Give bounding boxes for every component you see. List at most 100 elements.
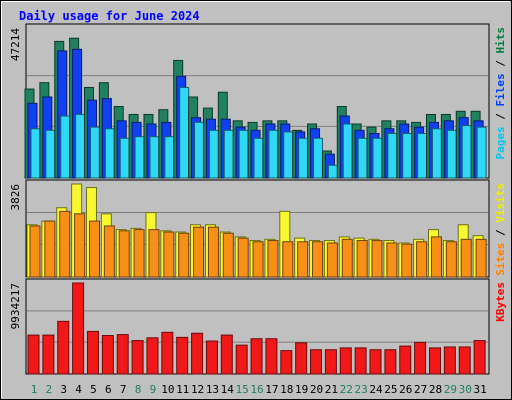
day-tick-label: 7: [120, 383, 127, 396]
kbytes-bar: [86, 330, 99, 375]
day-tick-label: 10: [161, 383, 174, 396]
kbytes-bar: [414, 341, 427, 375]
day-tick-label: 27: [414, 383, 427, 396]
sites-bar: [341, 238, 353, 278]
kbytes-bar: [324, 349, 337, 375]
sites-bar: [103, 225, 115, 278]
sites-bar: [88, 220, 100, 278]
sites-bar: [59, 210, 71, 278]
kbytes-bar: [131, 340, 144, 375]
pages-bar: [60, 115, 71, 179]
day-tick-label: 31: [473, 383, 486, 396]
day-tick-label: 1: [31, 383, 38, 396]
pages-bar: [179, 86, 190, 179]
kbytes-bar: [235, 344, 248, 375]
kbytes-bar: [280, 350, 293, 375]
sites-bar: [133, 229, 145, 278]
day-tick-label: 23: [355, 383, 368, 396]
hits-files-pages-panel: 47214 Pages / Files / Hits: [9, 23, 507, 179]
day-tick-label: 29: [444, 383, 457, 396]
sites-bar: [297, 241, 309, 278]
kbytes-bar: [27, 334, 40, 375]
day-tick-label: 25: [384, 383, 397, 396]
day-tick-label: 21: [325, 383, 338, 396]
kbytes-bar: [265, 338, 278, 375]
sites-bar: [460, 238, 472, 278]
day-tick-label: 11: [176, 383, 189, 396]
pages-bar: [402, 133, 413, 179]
pages-bar: [30, 128, 41, 179]
kbytes-bar: [443, 346, 456, 375]
day-tick-label: 5: [90, 383, 97, 396]
y-max-label: 9934217: [9, 283, 22, 329]
day-tick-label: 9: [150, 383, 157, 396]
pages-bar: [283, 131, 294, 179]
day-tick-label: 14: [221, 383, 235, 396]
day-tick-label: 6: [105, 383, 112, 396]
sites-bar: [163, 231, 175, 278]
sites-bar: [207, 226, 219, 278]
kbytes-bar: [384, 349, 397, 375]
visits-sites-panel: 3826 Sites / Visits: [9, 179, 507, 278]
day-tick-label: 22: [340, 383, 353, 396]
sites-bar: [44, 220, 56, 278]
sites-bar: [193, 226, 205, 278]
kbytes-bar: [101, 335, 114, 375]
y-max-label: 3826: [9, 184, 22, 211]
day-tick-label: 8: [135, 383, 142, 396]
kbytes-bar: [399, 345, 412, 375]
pages-bar: [461, 125, 472, 179]
kbytes-bar: [295, 342, 308, 375]
day-tick-label: 12: [191, 383, 204, 396]
kbytes-bar: [42, 334, 55, 375]
pages-bar: [372, 137, 383, 179]
pages-bar: [417, 133, 428, 179]
sites-bar: [29, 225, 41, 278]
pages-bar: [208, 129, 219, 179]
sites-bar: [356, 240, 368, 278]
day-tick-label: 13: [206, 383, 219, 396]
pages-bar: [45, 129, 56, 179]
day-tick-label: 18: [280, 383, 293, 396]
day-tick-label: 17: [265, 383, 278, 396]
kbytes-panel: 9934217 KBytes: [9, 278, 507, 375]
kbytes-bar: [428, 347, 441, 375]
day-tick-label: 19: [295, 383, 308, 396]
pages-bar: [75, 113, 86, 179]
kbytes-bar: [72, 282, 85, 375]
kbytes-bar: [205, 340, 218, 375]
day-tick-label: 16: [250, 383, 263, 396]
pages-bar: [119, 137, 130, 179]
sites-bar: [118, 230, 130, 278]
series-legend-label: Pages / Files / Hits: [494, 27, 507, 160]
series-legend-label: Sites / Visits: [494, 183, 507, 276]
pages-bar: [357, 137, 368, 179]
day-tick-label: 28: [429, 383, 442, 396]
kbytes-bar: [339, 347, 352, 375]
kbytes-bar: [176, 336, 189, 375]
pages-bar: [253, 137, 264, 179]
kbytes-bar: [161, 331, 174, 375]
day-tick-label: 2: [46, 383, 53, 396]
day-tick-label: 20: [310, 383, 323, 396]
pages-bar: [342, 123, 353, 179]
kbytes-bar: [220, 334, 233, 375]
kbytes-bar: [191, 332, 204, 375]
pages-bar: [313, 137, 324, 179]
kbytes-bar: [458, 346, 471, 375]
day-tick-label: 4: [75, 383, 82, 396]
series-legend-label: KBytes: [494, 282, 507, 322]
sites-bar: [430, 236, 442, 278]
kbytes-bar: [354, 347, 367, 375]
sites-bar: [267, 240, 279, 278]
pages-bar: [104, 128, 115, 179]
day-tick-label: 26: [399, 383, 412, 396]
pages-bar: [149, 136, 160, 179]
chart-title: Daily usage for June 2024: [19, 9, 200, 23]
kbytes-bar: [146, 337, 159, 375]
pages-bar: [134, 136, 145, 179]
pages-bar: [446, 129, 457, 179]
pages-bar: [238, 129, 249, 179]
kbytes-bar: [250, 338, 263, 375]
